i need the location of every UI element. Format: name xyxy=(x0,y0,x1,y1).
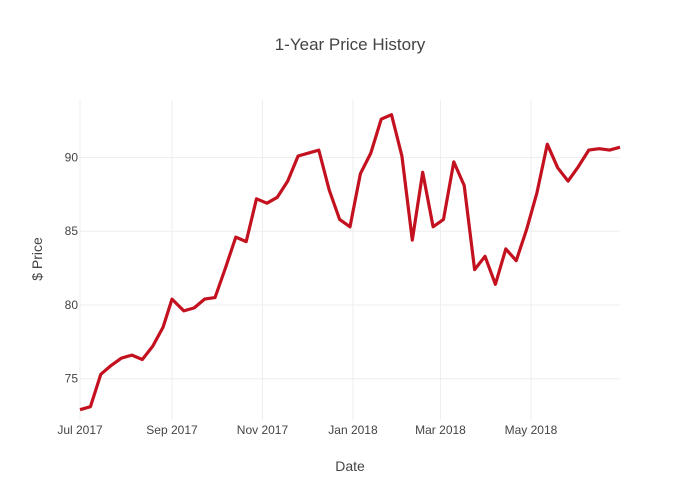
y-tick-label: 90 xyxy=(65,151,79,165)
chart-title: 1-Year Price History xyxy=(275,35,426,54)
y-axis-title: $ Price xyxy=(29,237,45,281)
series-layer xyxy=(79,113,621,412)
x-tick-label: Jul 2017 xyxy=(57,423,103,437)
x-tick-label: Sep 2017 xyxy=(146,423,198,437)
y-tick-label: 80 xyxy=(65,298,79,312)
x-tick-label: Jan 2018 xyxy=(328,423,378,437)
x-tick-label: Mar 2018 xyxy=(415,423,466,437)
price-series-line xyxy=(79,113,621,412)
tick-layer: 75 80 85 90 Jul 2017 Sep 2017 Nov 2017 Jan 2018… xyxy=(57,151,557,437)
y-tick-label: 75 xyxy=(65,372,79,386)
x-axis-title: Date xyxy=(335,458,365,474)
x-tick-label: May 2018 xyxy=(505,423,558,437)
y-tick-label: 85 xyxy=(65,224,79,238)
grid-layer xyxy=(79,100,620,420)
x-tick-label: Nov 2017 xyxy=(237,423,289,437)
